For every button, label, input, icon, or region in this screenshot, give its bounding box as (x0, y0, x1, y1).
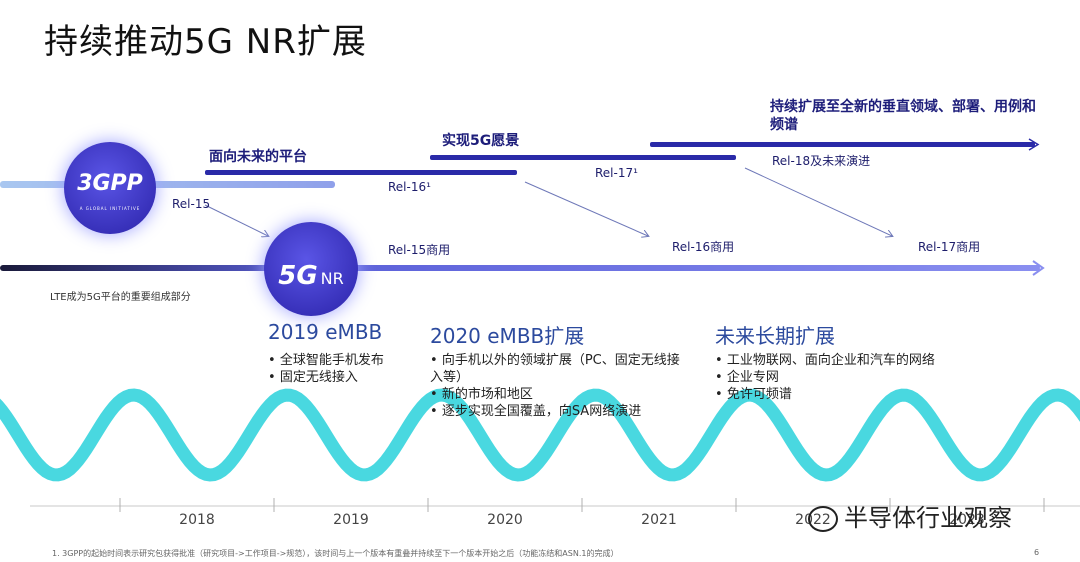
lane-expand: 持续扩展至全新的垂直领域、部署、用例和频谱 (770, 99, 1036, 133)
5g-logo-text: 5G (278, 261, 318, 291)
lane-vision: 实现5G愿景 (442, 133, 520, 149)
list-item: 工业物联网、面向企业和汽车的网络 (715, 352, 995, 369)
rel16-bar (205, 170, 517, 175)
3gpp-logo-text: 3GPP (77, 171, 143, 196)
rel18-bar-arrow (1028, 138, 1040, 151)
label-rel15: Rel-15 (172, 197, 211, 211)
label-rel17-commercial: Rel-17商用 (918, 240, 981, 254)
rel17-bar (430, 155, 736, 160)
list-item: 固定无线接入 (268, 369, 418, 386)
lte-note: LTE成为5G平台的重要组成部分 (50, 292, 191, 303)
section-2020-title: 2020 eMBB扩展 (430, 324, 585, 348)
list-item: 向手机以外的领域扩展（PC、固定无线接入等） (430, 352, 690, 386)
wechat-icon (808, 506, 838, 532)
section-future-list: 工业物联网、面向企业和汽车的网络 企业专网 免许可频谱 (715, 352, 995, 403)
5g-nr-logo: 5G NR (264, 222, 358, 316)
label-rel17: Rel-17¹ (595, 166, 638, 180)
year-label: 2021 (641, 512, 677, 528)
rel16-connector (524, 181, 648, 236)
label-rel16-commercial: Rel-16商用 (672, 240, 735, 254)
rel15-connector (204, 204, 268, 236)
nr-logo-text: NR (320, 268, 344, 288)
year-label: 2020 (487, 512, 523, 528)
3gpp-track (0, 181, 335, 188)
label-rel18: Rel-18及未来演进 (772, 154, 871, 168)
page-number: 6 (1034, 548, 1040, 557)
lane-platform: 面向未来的平台 (209, 149, 307, 165)
list-item: 企业专网 (715, 369, 995, 386)
list-item: 全球智能手机发布 (268, 352, 418, 369)
page-title: 持续推动5G NR扩展 (44, 22, 367, 62)
section-future-title: 未来长期扩展 (715, 324, 835, 348)
3gpp-logo-subtitle: A GLOBAL INITIATIVE (79, 206, 141, 211)
list-item: 免许可频谱 (715, 386, 995, 403)
nr-track (0, 265, 1040, 271)
footnote: 1. 3GPP的起始时间表示研究包获得批准（研究项目->工作项目->规范），该时… (52, 549, 619, 558)
label-rel15-commercial: Rel-15商用 (388, 243, 451, 257)
section-2019-list: 全球智能手机发布 固定无线接入 (268, 352, 418, 386)
watermark-text: 半导体行业观察 (844, 504, 1012, 532)
list-item: 逐步实现全国覆盖，向SA网络演进 (430, 403, 690, 420)
section-2019-title: 2019 eMBB (268, 320, 383, 344)
list-item: 新的市场和地区 (430, 386, 690, 403)
nr-track-arrow (1032, 260, 1045, 276)
year-label: 2023 (949, 512, 985, 528)
3gpp-logo: 3GPP A GLOBAL INITIATIVE (64, 142, 156, 234)
year-label: 2019 (333, 512, 369, 528)
year-ticks (119, 498, 1045, 512)
rel18-bar (650, 142, 1035, 147)
section-2020-list: 向手机以外的领域扩展（PC、固定无线接入等） 新的市场和地区 逐步实现全国覆盖，… (430, 352, 690, 420)
label-rel16: Rel-16¹ (388, 180, 431, 194)
year-label: 2018 (179, 512, 215, 528)
watermark: 半导体行业观察 (808, 498, 1012, 533)
rel17-connector (744, 167, 892, 236)
